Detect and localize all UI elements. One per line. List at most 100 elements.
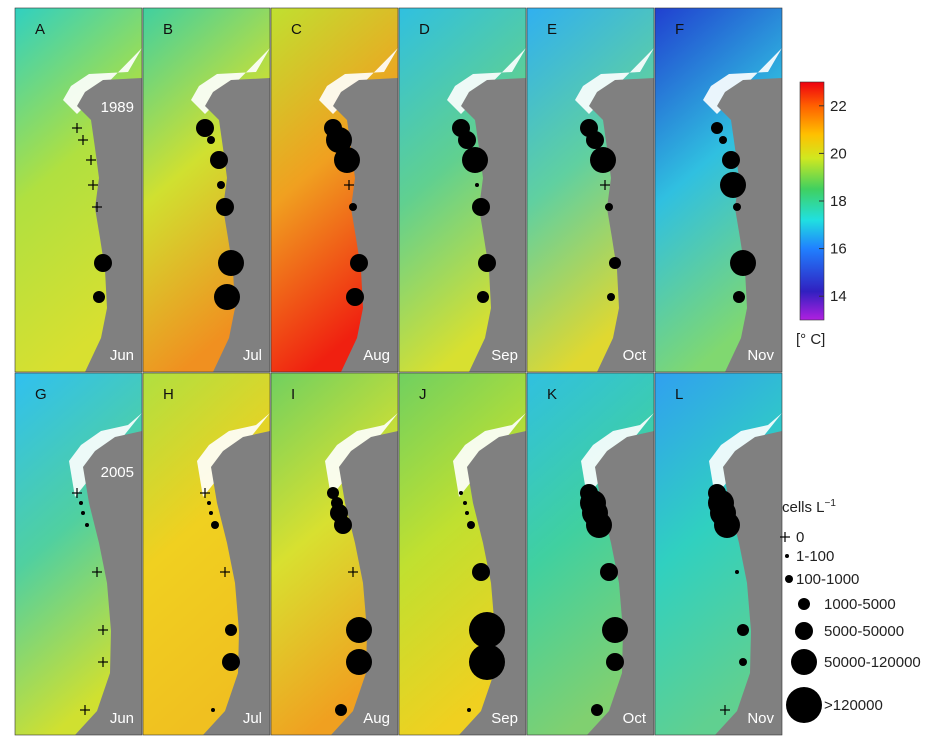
panel-month: Jul xyxy=(243,347,262,364)
station-symbol xyxy=(590,147,616,173)
station-symbol xyxy=(218,250,244,276)
station-symbol xyxy=(196,119,214,137)
station-symbol xyxy=(477,291,489,303)
figure: AJun1989BJulCAugDSepEOctFNovGJun2005HJul… xyxy=(0,0,934,737)
legend-symbol xyxy=(785,554,789,558)
map-panel: H Jul xyxy=(143,373,270,735)
station-symbol xyxy=(349,203,357,211)
map-panel: I Aug xyxy=(271,373,398,735)
panel-month: Oct xyxy=(623,710,647,727)
station-symbol xyxy=(209,511,213,515)
station-symbol xyxy=(733,291,745,303)
legend-symbol xyxy=(798,598,810,610)
legend-label: 1-100 xyxy=(796,548,834,565)
station-symbol xyxy=(467,708,471,712)
station-symbol xyxy=(719,136,727,144)
panel-letter: J xyxy=(419,386,427,403)
station-symbol xyxy=(591,704,603,716)
map-panel: L Nov xyxy=(655,373,782,735)
station-symbol xyxy=(350,254,368,272)
station-symbol xyxy=(722,151,740,169)
station-symbol xyxy=(93,291,105,303)
station-symbol xyxy=(346,288,364,306)
panel-month: Sep xyxy=(491,710,518,727)
panel-letter: C xyxy=(291,21,302,38)
station-symbol xyxy=(346,649,372,675)
legend-label: >120000 xyxy=(824,697,883,714)
panel-letter: A xyxy=(35,21,45,38)
station-symbol xyxy=(210,151,228,169)
panel-letter: B xyxy=(163,21,173,38)
panel-letter: G xyxy=(35,386,47,403)
station-symbol xyxy=(211,708,215,712)
station-symbol xyxy=(605,203,613,211)
station-symbol xyxy=(475,183,479,187)
station-symbol xyxy=(217,181,225,189)
station-symbol xyxy=(94,254,112,272)
station-symbol xyxy=(609,257,621,269)
station-symbol xyxy=(586,131,604,149)
panel-year: 2005 xyxy=(101,464,134,481)
station-symbol xyxy=(334,516,352,534)
station-symbol xyxy=(463,501,467,505)
panel-letter: K xyxy=(547,386,557,403)
station-symbol xyxy=(733,203,741,211)
map-panel: G Jun 2005 xyxy=(15,373,142,735)
colorbar-tick-label: 20 xyxy=(830,145,847,162)
legend-symbol xyxy=(795,622,813,640)
panel-month: Sep xyxy=(491,347,518,364)
station-symbol xyxy=(586,512,612,538)
station-symbol xyxy=(714,512,740,538)
station-symbol xyxy=(735,570,739,574)
station-symbol xyxy=(478,254,496,272)
legend-label: 0 xyxy=(796,529,804,546)
panel-month: Jun xyxy=(110,710,134,727)
panel-letter: I xyxy=(291,386,295,403)
legend-label: 50000-120000 xyxy=(824,654,921,671)
panel-year: 1989 xyxy=(101,99,134,116)
panel-letter: H xyxy=(163,386,174,403)
station-symbol xyxy=(472,198,490,216)
station-symbol xyxy=(737,624,749,636)
station-symbol xyxy=(467,521,475,529)
panel-month: Jul xyxy=(243,710,262,727)
station-symbol xyxy=(459,491,463,495)
legend-title-sup: −1 xyxy=(825,498,837,509)
station-symbol xyxy=(607,293,615,301)
station-symbol xyxy=(720,172,746,198)
station-symbol xyxy=(469,612,505,648)
station-symbol xyxy=(346,617,372,643)
station-symbol xyxy=(711,122,723,134)
map-panel: K Oct xyxy=(527,373,654,735)
legend-label: 100-1000 xyxy=(796,571,859,588)
map-panel: B Jul xyxy=(143,8,270,372)
map-panel: CAug xyxy=(271,8,398,372)
station-symbol xyxy=(207,501,211,505)
colorbar-tick-label: 18 xyxy=(830,193,847,210)
station-symbol xyxy=(222,653,240,671)
station-symbol xyxy=(335,704,347,716)
legend-title: cells L−1 xyxy=(782,498,836,516)
panel-month: Nov xyxy=(747,710,774,727)
station-symbol xyxy=(79,501,83,505)
panel-month: Aug xyxy=(363,710,390,727)
panel-letter: L xyxy=(675,386,683,403)
map-panel: J Sep xyxy=(399,373,526,735)
colorbar-tick-label: 16 xyxy=(830,241,847,258)
station-symbol xyxy=(81,511,85,515)
legend-symbol xyxy=(791,649,817,675)
panel-month: Oct xyxy=(623,347,647,364)
legend-symbol xyxy=(786,687,822,723)
station-symbol xyxy=(207,136,215,144)
station-symbol xyxy=(85,523,89,527)
station-symbol xyxy=(458,131,476,149)
station-symbol xyxy=(462,147,488,173)
station-symbol xyxy=(606,653,624,671)
station-symbol xyxy=(472,563,490,581)
station-symbol xyxy=(469,644,505,680)
legend-label: 5000-50000 xyxy=(824,623,904,640)
colorbar-tick-label: 22 xyxy=(830,98,847,115)
